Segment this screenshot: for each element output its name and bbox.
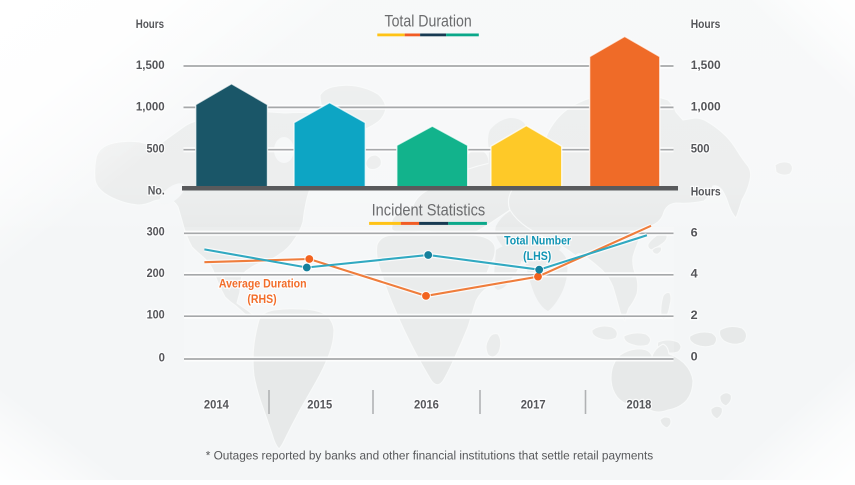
- svg-text:0: 0: [691, 350, 698, 364]
- svg-text:Total Number: Total Number: [504, 234, 571, 248]
- svg-text:(LHS): (LHS): [523, 249, 551, 263]
- svg-text:2: 2: [691, 308, 698, 322]
- svg-text:2016: 2016: [414, 397, 439, 411]
- svg-text:1,500: 1,500: [136, 58, 165, 72]
- svg-text:(RHS): (RHS): [247, 292, 276, 306]
- svg-text:2014: 2014: [204, 397, 229, 411]
- svg-text:6: 6: [691, 225, 698, 239]
- svg-text:1,000: 1,000: [691, 99, 721, 113]
- svg-text:1,500: 1,500: [691, 58, 721, 72]
- svg-text:4: 4: [691, 266, 698, 280]
- svg-text:2015: 2015: [307, 397, 332, 411]
- svg-text:Hours: Hours: [136, 17, 164, 31]
- svg-text:200: 200: [147, 266, 165, 280]
- svg-text:* Outages reported by banks an: * Outages reported by banks and other fi…: [206, 449, 654, 463]
- svg-text:1,000: 1,000: [136, 99, 165, 113]
- svg-text:2017: 2017: [521, 397, 546, 411]
- svg-text:300: 300: [147, 225, 165, 239]
- svg-text:100: 100: [147, 308, 165, 322]
- svg-text:Hours: Hours: [691, 184, 721, 198]
- svg-text:No.: No.: [148, 183, 165, 197]
- svg-text:0: 0: [159, 350, 165, 364]
- svg-text:500: 500: [147, 142, 165, 156]
- svg-text:500: 500: [691, 142, 710, 156]
- svg-text:Hours: Hours: [691, 17, 721, 31]
- svg-text:Total Duration: Total Duration: [385, 12, 472, 30]
- svg-text:Incident Statistics: Incident Statistics: [372, 202, 486, 220]
- svg-text:Average Duration: Average Duration: [219, 277, 307, 291]
- svg-text:2018: 2018: [627, 397, 652, 411]
